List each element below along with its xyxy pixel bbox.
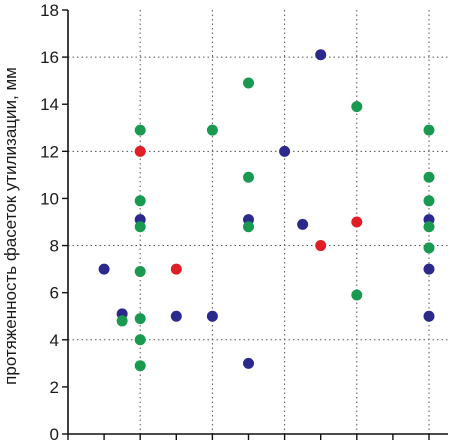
data-point-blue bbox=[423, 310, 435, 322]
data-point-green bbox=[134, 360, 146, 372]
data-point-red bbox=[170, 263, 182, 275]
data-point-blue bbox=[423, 263, 435, 275]
y-tick-label: 8 bbox=[50, 237, 59, 256]
data-point-blue bbox=[206, 310, 218, 322]
data-point-blue bbox=[243, 357, 254, 369]
data-point-green bbox=[134, 313, 146, 325]
y-axis-title: протяженность фасеток утилизации, мм bbox=[1, 67, 20, 385]
data-point-blue bbox=[98, 263, 110, 275]
x-axis-ticks bbox=[67, 434, 430, 440]
y-tick-label: 18 bbox=[40, 1, 59, 20]
data-point-blue bbox=[170, 310, 182, 322]
y-axis-ticks: 0 2 4 6 8 10 12 14 16 18 bbox=[40, 1, 68, 444]
data-point-red bbox=[134, 145, 146, 157]
data-point-green bbox=[206, 124, 218, 136]
data-point-green bbox=[116, 315, 128, 327]
data-point-green bbox=[134, 124, 146, 136]
data-point-green bbox=[423, 195, 435, 207]
data-point-green bbox=[423, 171, 435, 183]
y-tick-label: 10 bbox=[40, 189, 59, 208]
data-point-green bbox=[423, 221, 435, 233]
data-point-green bbox=[243, 221, 254, 233]
data-point-red bbox=[351, 216, 363, 228]
data-point-green bbox=[134, 334, 146, 346]
data-point-green bbox=[351, 101, 363, 113]
grid-lines bbox=[68, 10, 448, 434]
axes bbox=[67, 10, 448, 435]
data-point-green bbox=[134, 221, 146, 233]
y-tick-label: 4 bbox=[50, 331, 59, 350]
y-tick-label: 12 bbox=[40, 142, 59, 161]
data-point-green bbox=[351, 289, 363, 301]
data-point-green bbox=[134, 265, 146, 277]
data-point-blue bbox=[297, 218, 309, 230]
data-point-blue bbox=[315, 49, 327, 61]
data-point-green bbox=[243, 77, 254, 89]
y-tick-label: 14 bbox=[40, 95, 59, 114]
data-point-blue bbox=[279, 145, 291, 157]
y-tick-label: 16 bbox=[40, 48, 59, 67]
data-point-green bbox=[134, 195, 146, 207]
data-point-red bbox=[315, 240, 327, 252]
y-tick-label: 6 bbox=[50, 284, 59, 303]
y-tick-label: 2 bbox=[50, 378, 59, 397]
data-point-green bbox=[423, 242, 435, 254]
data-point-green bbox=[243, 171, 254, 183]
y-tick-label: 0 bbox=[50, 425, 59, 444]
data-points bbox=[98, 49, 435, 372]
data-point-green bbox=[423, 124, 435, 136]
